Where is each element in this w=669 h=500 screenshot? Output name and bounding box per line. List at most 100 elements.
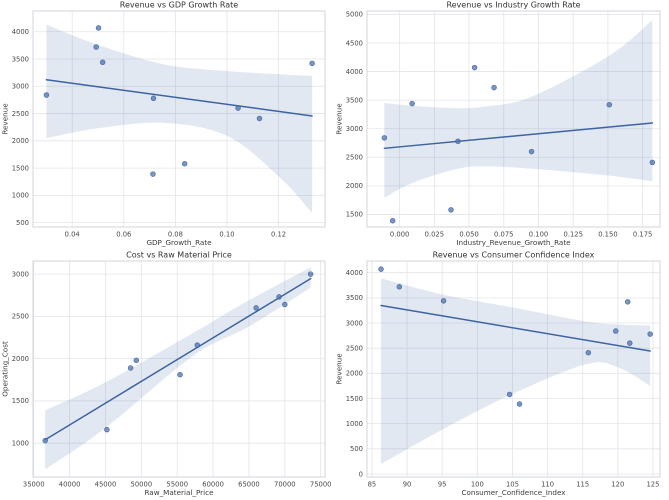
data-point bbox=[649, 159, 656, 166]
x-tick-label: 105 bbox=[506, 481, 519, 489]
data-point bbox=[177, 371, 183, 378]
data-point bbox=[378, 266, 384, 272]
subplot-background bbox=[334, 0, 669, 250]
y-tick-label: 0 bbox=[359, 470, 363, 478]
axes-spine bbox=[366, 260, 661, 478]
data-point bbox=[181, 160, 188, 167]
data-point bbox=[506, 391, 513, 398]
subplot-cost-vs-raw-material-price: 35000 40000 45000 50000 55000 60000 65000 70000… bbox=[0, 250, 334, 500]
x-tick-label: 60000 bbox=[202, 481, 224, 489]
data-point bbox=[42, 437, 48, 444]
data-point bbox=[307, 271, 314, 277]
confidence-band bbox=[384, 20, 653, 198]
x-tick-label: 125 bbox=[646, 481, 659, 489]
y-tick-label: 2500 bbox=[12, 110, 29, 118]
regression-line bbox=[380, 304, 651, 352]
y-tick-label: 1000 bbox=[12, 439, 29, 447]
y-tick-label: 4000 bbox=[346, 68, 363, 76]
data-point bbox=[440, 298, 447, 304]
data-point bbox=[276, 294, 282, 300]
chart-title: Revenue vs Consumer Confidence Index bbox=[433, 251, 595, 260]
x-tick-label: 85 bbox=[368, 481, 377, 489]
data-point bbox=[471, 64, 478, 71]
data-point bbox=[396, 284, 403, 290]
x-axis-label: Raw_Material_Price bbox=[144, 488, 214, 497]
data-point bbox=[150, 171, 156, 177]
x-tick-label: 0.06 bbox=[116, 231, 131, 239]
y-tick-label: 4000 bbox=[12, 28, 29, 36]
x-tick-label: 70000 bbox=[274, 481, 296, 489]
x-tick-label: 115 bbox=[576, 481, 589, 489]
axes-spine bbox=[32, 260, 326, 478]
x-axis-label: GDP_Growth_Rate bbox=[146, 238, 212, 247]
y-tick-label: 1000 bbox=[12, 192, 29, 200]
x-tick-label: 55000 bbox=[166, 481, 188, 489]
data-point bbox=[516, 401, 523, 407]
y-axis-label: Revenue bbox=[1, 103, 10, 135]
axes-spine bbox=[32, 10, 326, 228]
y-tick-label: 3500 bbox=[346, 96, 363, 104]
data-point bbox=[624, 299, 631, 305]
chart-title: Revenue vs Industry Growth Rate bbox=[446, 1, 580, 10]
y-tick-label: 1500 bbox=[12, 397, 29, 405]
x-tick-label: 45000 bbox=[95, 481, 117, 489]
data-point bbox=[381, 135, 388, 141]
y-tick-label: 4000 bbox=[346, 269, 363, 277]
x-tick-label: 35000 bbox=[23, 481, 45, 489]
y-tick-label: 500 bbox=[16, 219, 29, 227]
y-tick-label: 1500 bbox=[12, 164, 29, 172]
x-tick-label: 0.04 bbox=[65, 231, 80, 239]
y-tick-label: 3000 bbox=[12, 83, 29, 91]
data-point bbox=[133, 357, 140, 364]
confidence-band bbox=[45, 267, 311, 470]
axes-spine bbox=[366, 10, 661, 228]
confidence-band bbox=[381, 278, 651, 464]
data-point bbox=[528, 148, 535, 155]
subplot-revenue-vs-gdp-growth-rate: 0.04 0.06 0.08 0.10 0.12 500 1000 1500 2000 2500 3… bbox=[0, 0, 334, 250]
y-tick-label: 3500 bbox=[346, 294, 363, 302]
x-tick-label: 0.150 bbox=[598, 231, 617, 239]
data-point bbox=[282, 301, 288, 308]
x-tick-label: 120 bbox=[611, 481, 624, 489]
y-tick-label: 3000 bbox=[12, 270, 29, 278]
data-point bbox=[194, 342, 201, 348]
x-tick-label: 65000 bbox=[238, 481, 260, 489]
x-tick-label: 0.12 bbox=[271, 231, 286, 239]
x-tick-label: 100 bbox=[471, 481, 484, 489]
data-point bbox=[127, 365, 134, 371]
x-tick-label: 0.000 bbox=[390, 231, 409, 239]
y-axis-label: Operating_Cost bbox=[1, 341, 10, 397]
x-tick-label: 0.125 bbox=[563, 231, 582, 239]
data-point bbox=[612, 328, 619, 334]
confidence-band bbox=[46, 24, 313, 213]
data-point bbox=[627, 340, 633, 346]
y-tick-label: 1500 bbox=[346, 211, 363, 219]
subplot-background bbox=[0, 250, 334, 500]
y-tick-label: 2500 bbox=[12, 313, 29, 321]
y-tick-label: 2000 bbox=[12, 355, 29, 363]
y-tick-label: 2000 bbox=[12, 137, 29, 145]
x-tick-label: 95 bbox=[438, 481, 447, 489]
x-tick-label: 110 bbox=[541, 481, 554, 489]
y-tick-label: 500 bbox=[350, 445, 363, 453]
data-point bbox=[409, 100, 415, 107]
data-point bbox=[253, 305, 259, 311]
y-tick-label: 4500 bbox=[346, 39, 363, 47]
x-tick-label: 50000 bbox=[131, 481, 153, 489]
data-point bbox=[104, 426, 110, 433]
x-tick-label: 40000 bbox=[59, 481, 81, 489]
x-tick-label: 0.175 bbox=[633, 231, 652, 239]
data-point bbox=[150, 95, 157, 102]
data-point bbox=[585, 349, 592, 356]
data-point bbox=[309, 60, 315, 67]
chart-title: Revenue vs GDP Growth Rate bbox=[120, 1, 238, 10]
data-point bbox=[93, 44, 99, 50]
data-point bbox=[647, 331, 653, 337]
data-point bbox=[606, 101, 613, 108]
regression-line bbox=[45, 78, 313, 117]
x-tick-label: 0.08 bbox=[168, 231, 183, 239]
y-tick-label: 2000 bbox=[346, 370, 363, 378]
x-tick-label: 75000 bbox=[310, 481, 332, 489]
regression-line bbox=[383, 122, 654, 150]
y-tick-label: 3500 bbox=[12, 55, 29, 63]
